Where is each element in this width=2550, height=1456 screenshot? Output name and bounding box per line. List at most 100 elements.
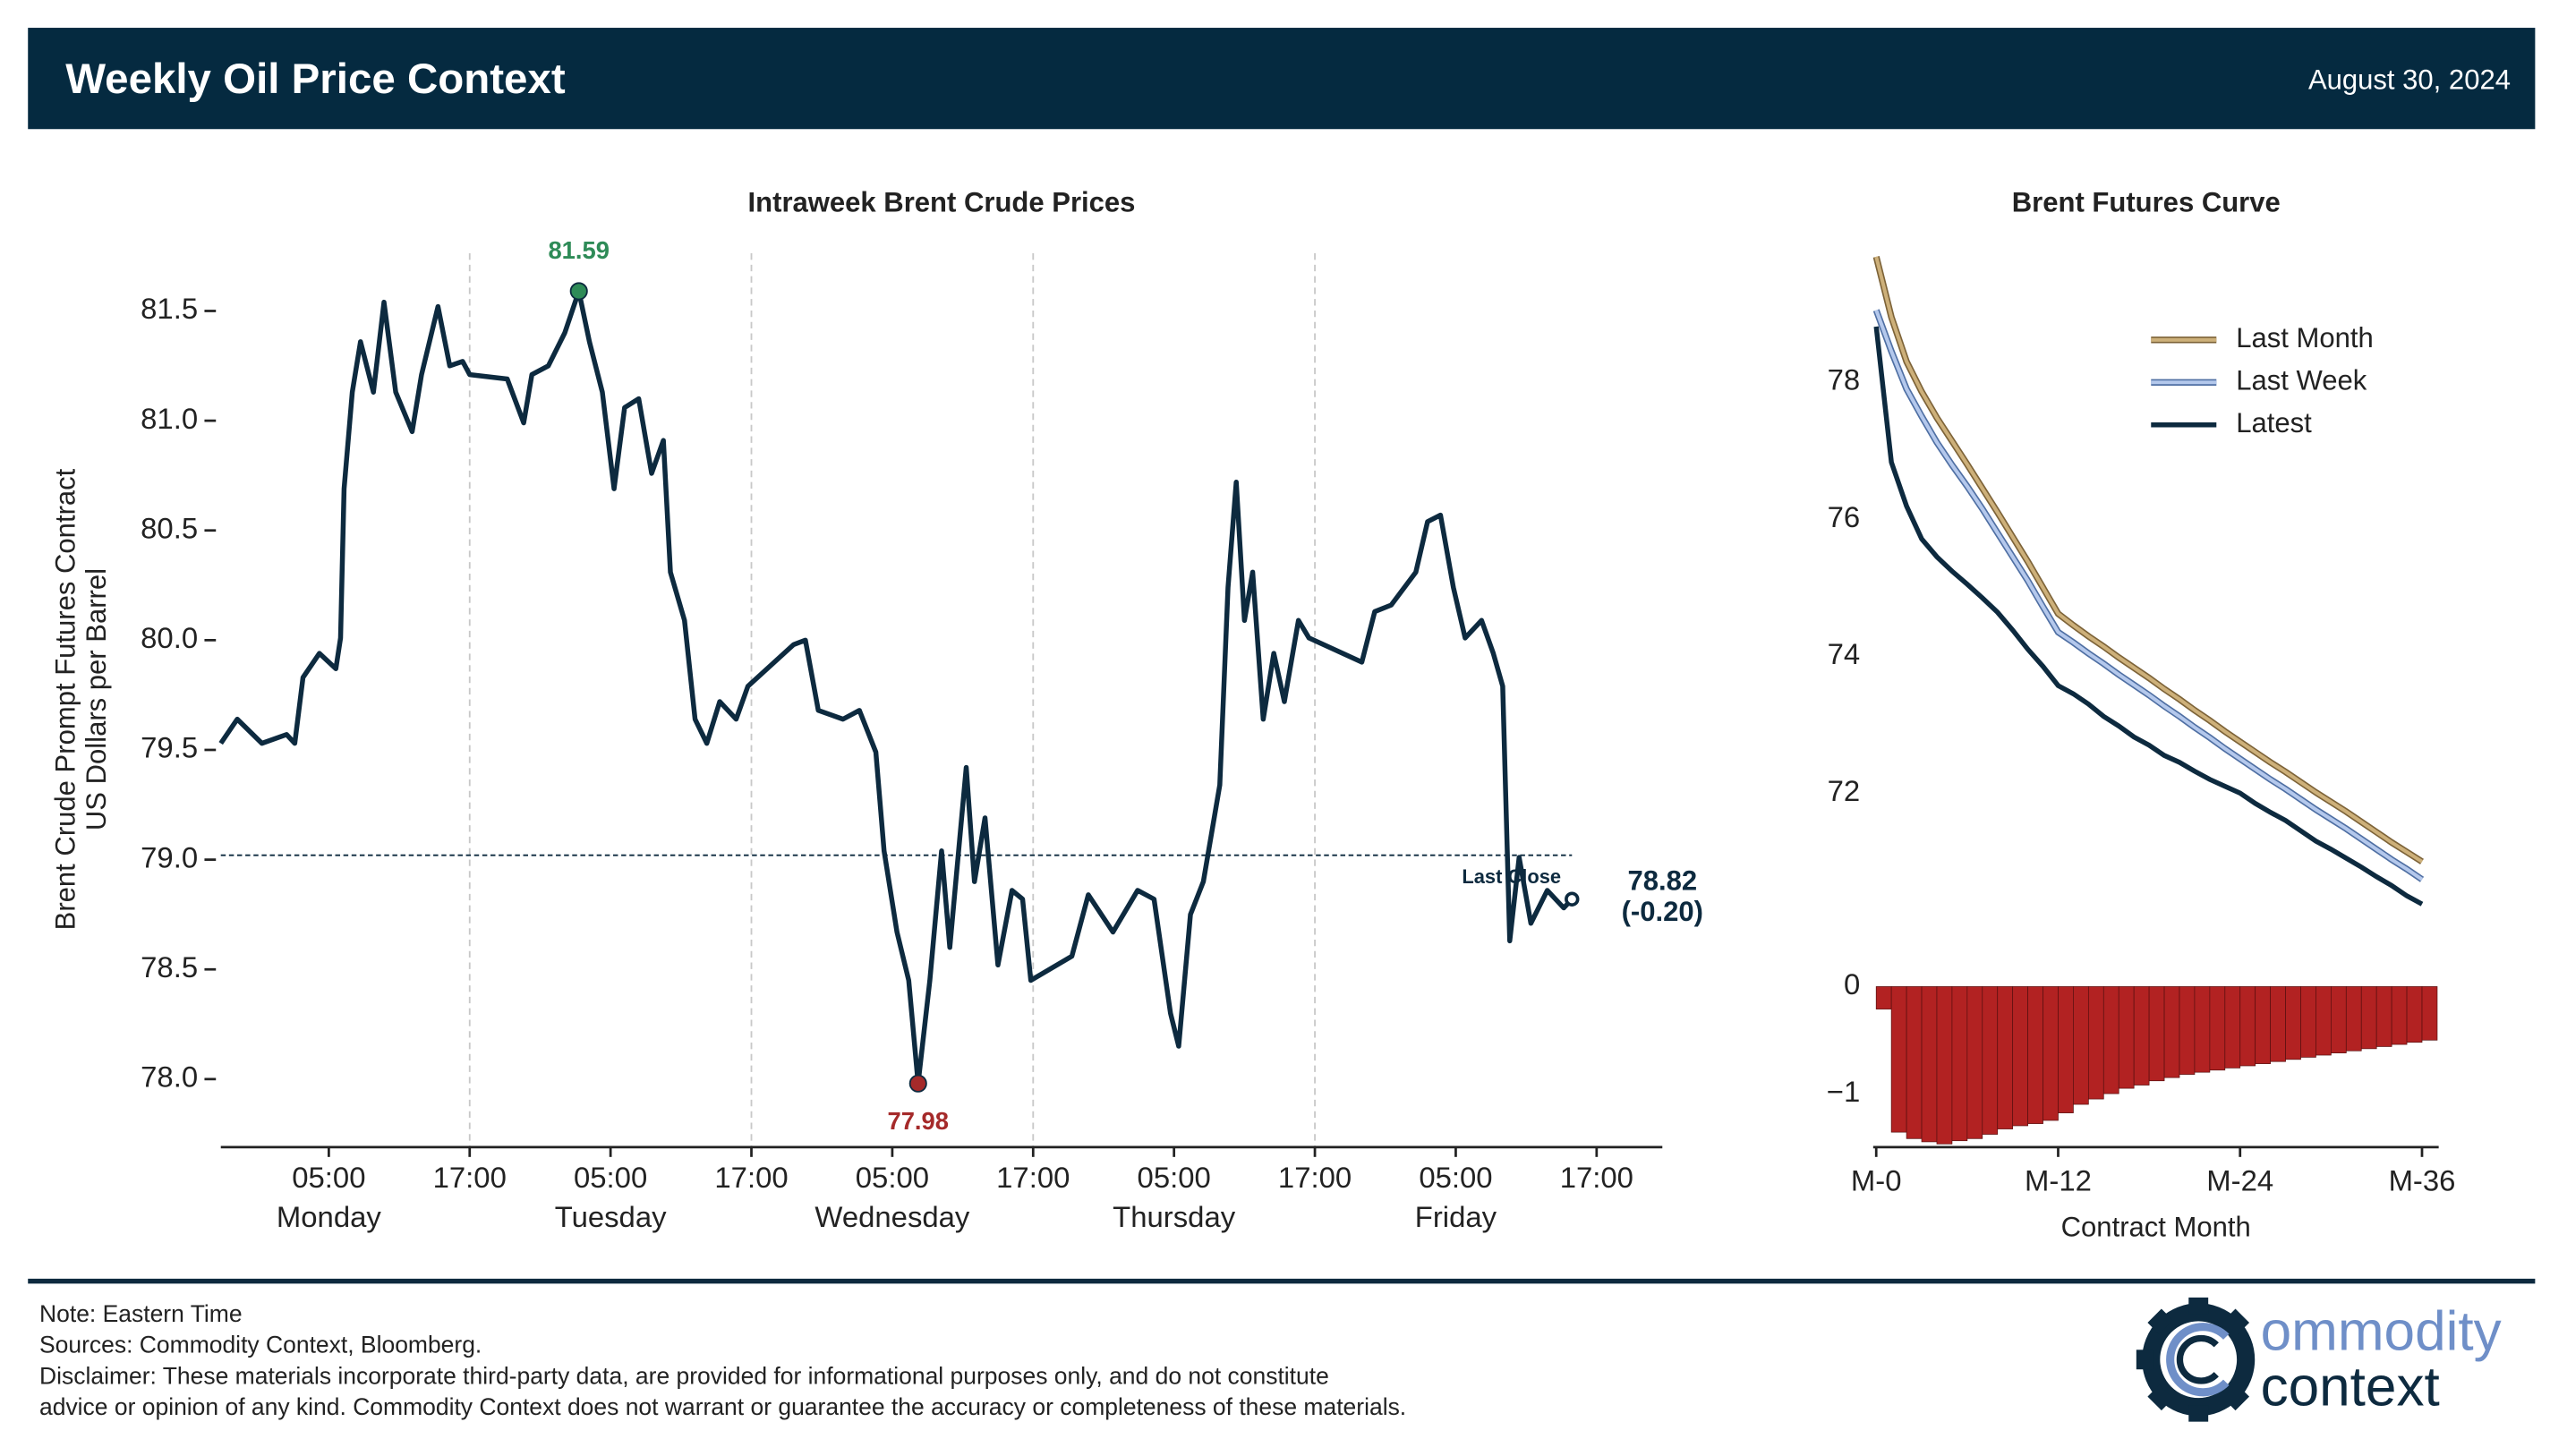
x-tick-label: 17:00 <box>714 1161 788 1194</box>
logo-bottom: context <box>2261 1356 2440 1418</box>
y-tick-label: 80.0 <box>141 621 198 654</box>
difference-bar <box>2285 986 2301 1060</box>
x-tick-label: 17:00 <box>1560 1161 1633 1194</box>
difference-bar <box>2209 986 2226 1071</box>
x-tick-day: Monday <box>277 1200 381 1233</box>
difference-bar <box>2073 986 2089 1105</box>
logo-top: ommodity <box>2261 1300 2502 1362</box>
difference-bar <box>1936 986 1953 1145</box>
y-tick-label: 76 <box>1828 500 1861 533</box>
difference-bar <box>2331 986 2347 1053</box>
difference-bar <box>2194 986 2211 1073</box>
y-tick-label: 74 <box>1828 637 1861 670</box>
difference-bar <box>1951 986 1968 1142</box>
difference-bar <box>2315 986 2332 1056</box>
difference-bar <box>2133 986 2150 1086</box>
low-label: 77.98 <box>887 1107 949 1135</box>
difference-bar <box>1906 986 1923 1139</box>
y-tick-label: 80.5 <box>141 511 198 544</box>
curve-line <box>1874 256 2424 864</box>
difference-bar <box>2406 986 2423 1043</box>
difference-bar <box>2375 986 2392 1047</box>
difference-bar <box>1875 986 1892 1009</box>
difference-bar <box>2012 986 2028 1127</box>
low-marker <box>908 1074 927 1093</box>
difference-bar <box>2087 986 2104 1100</box>
difference-bar <box>2255 986 2271 1064</box>
x-tick-label: 05:00 <box>574 1161 647 1194</box>
difference-bar <box>2163 986 2180 1078</box>
difference-bar <box>2270 986 2286 1062</box>
difference-bar <box>2345 986 2362 1052</box>
footer-note: Disclaimer: These materials incorporate … <box>39 1362 1329 1389</box>
difference-bar <box>1997 986 2014 1129</box>
last-close-label: Last Close <box>1462 865 1561 888</box>
difference-bar <box>2043 986 2059 1121</box>
high-label: 81.59 <box>548 236 610 264</box>
x-tick-label: 17:00 <box>996 1161 1070 1194</box>
x-tick-day: Thursday <box>1113 1200 1236 1233</box>
x-tick-label: 05:00 <box>1138 1161 1211 1194</box>
y-tick-label: 78.5 <box>141 950 198 983</box>
difference-bar <box>1890 986 1907 1133</box>
footer-note: advice or opinion of any kind. Commodity… <box>39 1393 1406 1420</box>
header-date: August 30, 2024 <box>2308 64 2511 96</box>
x-tick-label: 17:00 <box>1278 1161 1352 1194</box>
last-change: (-0.20) <box>1622 896 1703 927</box>
difference-bar <box>1921 986 1938 1143</box>
chart-title: Intraweek Brent Crude Prices <box>748 186 1136 217</box>
difference-bar <box>2058 986 2074 1113</box>
chart-title: Brent Futures Curve <box>2012 186 2281 217</box>
x-tick-label: 17:00 <box>433 1161 507 1194</box>
x-tick-day: Tuesday <box>555 1200 667 1233</box>
difference-bar <box>2391 986 2408 1045</box>
y-tick-label: 81.0 <box>141 402 198 435</box>
difference-bar <box>1966 986 1983 1139</box>
y-tick-label: 79.5 <box>141 731 198 764</box>
legend-label: Latest <box>2236 407 2312 439</box>
x-tick-label: M-36 <box>2389 1164 2456 1197</box>
difference-bar <box>2102 986 2119 1094</box>
y-tick-label: 78 <box>1828 363 1861 396</box>
y-tick-label: 81.5 <box>141 292 198 325</box>
header-title: Weekly Oil Price Context <box>65 55 566 103</box>
x-tick-day: Friday <box>1415 1200 1497 1233</box>
difference-bar <box>1982 986 1999 1135</box>
y-tick-label: 0 <box>1844 967 1860 1000</box>
header-bar <box>28 28 2536 130</box>
x-tick-label: M-12 <box>2025 1164 2092 1197</box>
legend-label: Last Week <box>2236 364 2367 396</box>
difference-bar <box>2027 986 2043 1124</box>
last-marker <box>1565 891 1580 907</box>
difference-bar <box>2224 986 2241 1069</box>
price-line <box>218 288 1574 1086</box>
difference-bar <box>2239 986 2256 1067</box>
y-tick-label: 72 <box>1828 774 1861 807</box>
x-tick-label: 05:00 <box>292 1161 365 1194</box>
footer-note: Note: Eastern Time <box>39 1300 243 1327</box>
difference-bar <box>2179 986 2196 1075</box>
y-axis-label: US Dollars per Barrel <box>81 568 112 830</box>
curve-line <box>1873 326 2424 907</box>
x-tick-day: Wednesday <box>814 1200 969 1233</box>
difference-bar <box>2421 986 2438 1041</box>
x-axis-label: Contract Month <box>2061 1211 2251 1242</box>
legend-label: Last Month <box>2236 322 2374 353</box>
difference-bar <box>2118 986 2135 1089</box>
y-tick-label: −1 <box>1827 1075 1860 1108</box>
footer-note: Sources: Commodity Context, Bloomberg. <box>39 1332 482 1358</box>
difference-bar <box>2300 986 2316 1058</box>
x-tick-label: M-0 <box>1851 1164 1902 1197</box>
curve-line <box>1874 309 2424 881</box>
difference-bar <box>2360 986 2377 1050</box>
y-axis-label: Brent Crude Prompt Futures Contract <box>49 468 81 930</box>
logo-gear <box>2136 1297 2256 1422</box>
y-tick-label: 79.0 <box>141 840 198 873</box>
x-tick-label: 05:00 <box>856 1161 929 1194</box>
difference-bar <box>2148 986 2165 1082</box>
high-marker <box>569 282 588 301</box>
x-tick-label: 05:00 <box>1419 1161 1492 1194</box>
x-tick-label: M-24 <box>2206 1164 2273 1197</box>
